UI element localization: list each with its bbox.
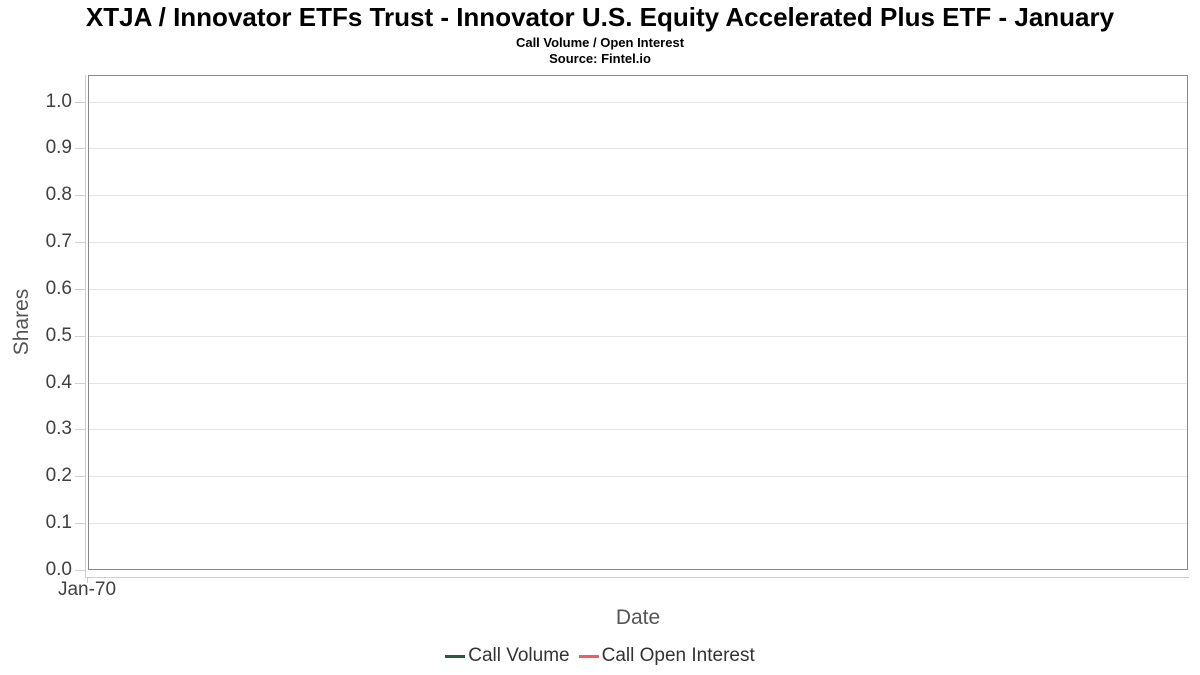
y-tick-mark <box>75 476 85 477</box>
y-tick-mark <box>75 523 85 524</box>
call-open-interest-line-marker <box>578 654 599 658</box>
y-gridline <box>89 102 1187 103</box>
y-tick-label: 0.1 <box>45 512 72 533</box>
call-volume-line-marker <box>445 654 466 658</box>
y-tick-mark <box>75 102 85 103</box>
x-axis-tick-label: Jan-70 <box>57 579 117 600</box>
y-gridline <box>89 242 1187 243</box>
y-tick-mark <box>75 242 85 243</box>
x-axis-title: Date <box>615 606 661 629</box>
y-tick-label: 0.7 <box>45 231 72 252</box>
y-gridline <box>89 195 1187 196</box>
chart-title: XTJA / Innovator ETFs Trust - Innovator … <box>85 2 1115 32</box>
legend-label-call-open-interest: Call Open Interest <box>601 645 755 666</box>
y-gridline <box>89 523 1187 524</box>
y-tick-label: 0.0 <box>45 559 72 580</box>
legend-label-call-volume: Call Volume <box>468 645 570 666</box>
y-axis-line <box>85 75 86 578</box>
y-tick-mark <box>75 383 85 384</box>
y-tick-label: 0.6 <box>45 278 72 299</box>
y-tick-label: 0.5 <box>45 325 72 346</box>
y-tick-mark <box>75 429 85 430</box>
y-tick-mark <box>75 195 85 196</box>
y-tick-mark <box>75 570 85 571</box>
x-axis-line <box>85 577 1189 578</box>
y-tick-mark <box>75 336 85 337</box>
y-tick-mark <box>75 289 85 290</box>
legend-item-call-volume[interactable]: Call Volume <box>445 645 570 667</box>
y-gridline <box>89 336 1187 337</box>
x-tick-mark <box>87 578 88 583</box>
legend-item-call-open-interest[interactable]: Call Open Interest <box>578 645 755 667</box>
y-gridline <box>89 383 1187 384</box>
chart-subtitle: Call Volume / Open Interest <box>515 35 685 50</box>
legend: Call Volume Call Open Interest <box>0 645 1200 667</box>
y-tick-label: 0.3 <box>45 418 72 439</box>
y-tick-mark <box>75 148 85 149</box>
chart-source: Source: Fintel.io <box>549 51 651 66</box>
plot-area <box>88 75 1188 570</box>
y-axis-title: Shares <box>10 288 33 356</box>
y-gridline <box>89 148 1187 149</box>
y-tick-label: 1.0 <box>45 91 72 112</box>
y-gridline <box>89 429 1187 430</box>
y-tick-label: 0.9 <box>45 137 72 158</box>
y-gridline <box>89 289 1187 290</box>
y-tick-label: 0.2 <box>45 465 72 486</box>
y-tick-label: 0.8 <box>45 184 72 205</box>
y-tick-label: 0.4 <box>45 372 72 393</box>
y-gridline <box>89 476 1187 477</box>
